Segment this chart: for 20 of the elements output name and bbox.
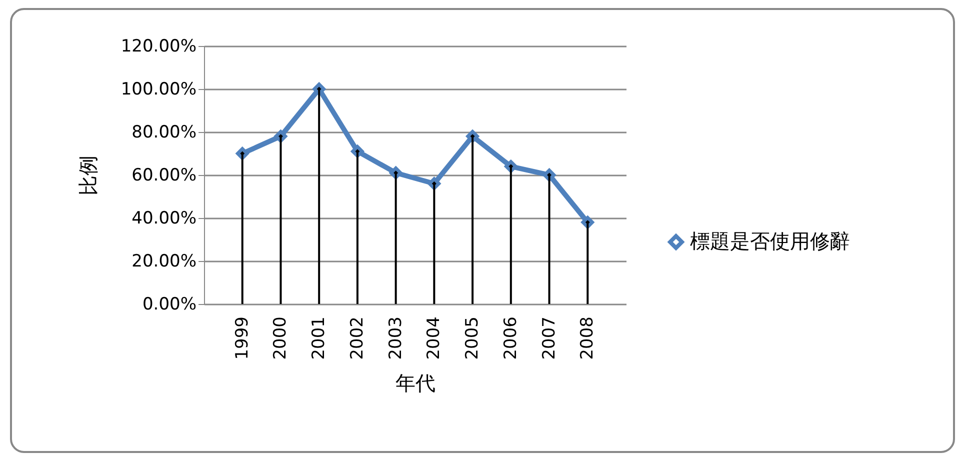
y-tick-label: 40.00% [132, 208, 196, 228]
legend-label: 標題是否使用修辭 [690, 229, 850, 253]
x-tick-label: 2007 [539, 316, 560, 360]
x-tick-label: 2000 [270, 316, 291, 360]
x-tick-label: 1999 [232, 316, 252, 360]
x-tick-label: 2008 [578, 316, 598, 360]
x-tick-label: 2005 [462, 316, 483, 360]
y-axis-title: 比例 [76, 156, 100, 196]
x-tick-label: 2001 [309, 316, 330, 360]
y-tick-label: 120.00% [120, 36, 196, 56]
x-tick-label: 2004 [424, 316, 444, 360]
y-tick-label: 20.00% [132, 252, 196, 272]
y-tick-label: 60.00% [132, 166, 196, 186]
y-tick-label: 100.00% [120, 80, 196, 100]
x-tick-label: 2006 [500, 316, 521, 360]
x-tick-label: 2002 [347, 316, 368, 360]
x-axis-title: 年代 [396, 370, 436, 395]
y-tick-label: 80.00% [132, 122, 196, 142]
x-tick-label: 2003 [386, 316, 406, 360]
y-tick-label: 0.00% [142, 294, 196, 314]
